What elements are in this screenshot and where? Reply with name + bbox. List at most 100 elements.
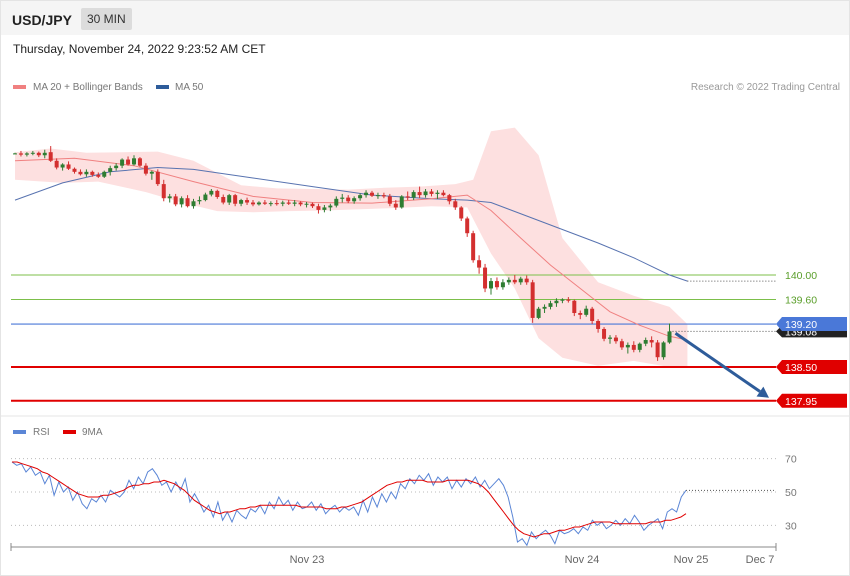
candle [90,170,95,177]
candle-body [590,308,595,321]
candle-body [536,308,541,318]
candle [227,193,232,205]
candle-body [500,282,505,288]
candle-body [96,174,101,177]
candle-body [477,260,482,268]
candle [173,193,178,207]
candle [185,195,190,208]
candle [78,169,83,176]
rsi-series-rsi [11,461,687,547]
rsi-tick-50: 50 [785,487,797,499]
candle-body [417,192,422,196]
level-label-4: 137.95 [785,396,817,408]
candle-body [215,190,220,197]
level-tag-3 [776,360,847,375]
candle [215,189,220,199]
bollinger-band-area [15,127,688,367]
level-label-3: 138.50 [785,362,817,374]
candle [191,198,196,209]
candle-body [453,201,458,208]
candle [625,342,630,354]
candle-body [280,202,285,204]
candle-body [191,201,196,207]
candle [120,158,125,169]
candle-body [643,340,648,344]
candle-body [233,195,238,204]
candle [423,189,428,198]
ma20-line [14,157,688,341]
ma20-path [14,157,688,341]
bollinger-bands [15,127,688,367]
candle-body [548,303,553,307]
price-levels [11,274,776,402]
candle [126,156,131,166]
candle-body [114,165,119,169]
candle-body [149,171,154,174]
candle [631,341,636,353]
candle [518,276,523,285]
candle [352,196,357,204]
candle-body [30,152,35,154]
timeframe-button[interactable]: 30 MIN [81,8,132,30]
candle [42,149,47,159]
candle-body [560,299,565,301]
candle [619,338,624,350]
candle [649,336,654,348]
time-axis: Nov 23 Nov 24 Nov 25 Dec 7 [10,543,777,566]
candle [447,193,452,205]
candle-body [494,281,499,288]
rsi-tick-70: 70 [785,454,797,466]
rsi-panel: 70 50 30 [11,454,797,547]
candle [578,310,583,320]
candle [536,306,541,320]
candle [262,200,267,205]
candle-body [161,184,166,199]
legend-rsi-label: RSI [33,427,50,438]
candle-body [387,196,392,204]
candle [542,304,547,314]
candle-body [530,282,535,318]
candle-body [489,281,493,289]
candle-body [524,278,529,283]
candle [60,163,65,171]
legend-9ma-swatch [63,430,76,434]
candle [471,230,476,263]
candle [54,158,59,170]
candle-body [268,203,273,205]
time-label: Nov 24 [565,554,600,566]
candle-body [72,168,77,172]
candle-body [209,190,214,195]
level-label-2: 139.20 [785,319,817,331]
candle [48,146,53,162]
candle-body [18,153,23,155]
candle-body [42,152,47,156]
candle [364,190,369,198]
candle-body [120,159,125,166]
candle-body [102,171,107,177]
candle [465,216,470,237]
candle-body [572,300,577,314]
candle-body [179,198,184,205]
candle-body [584,308,589,315]
candle [554,298,559,307]
candle-body [393,203,398,208]
candle-body [631,344,636,350]
candle-body [518,278,523,283]
candle [637,342,642,353]
candle [143,163,148,176]
candle [149,170,154,180]
candle [417,186,422,199]
candle [256,201,261,206]
candle-body [381,195,386,197]
legend-ma50-label: MA 50 [175,82,204,93]
chart-header: USD/JPY 30 MIN [1,1,849,35]
candle [292,200,297,207]
candle-body [655,342,660,358]
level-tag-4 [776,393,847,408]
candle [203,192,208,202]
candle [167,193,172,203]
candle [340,193,345,203]
candle [381,192,386,199]
candle [590,306,595,325]
candle-body [66,164,71,169]
